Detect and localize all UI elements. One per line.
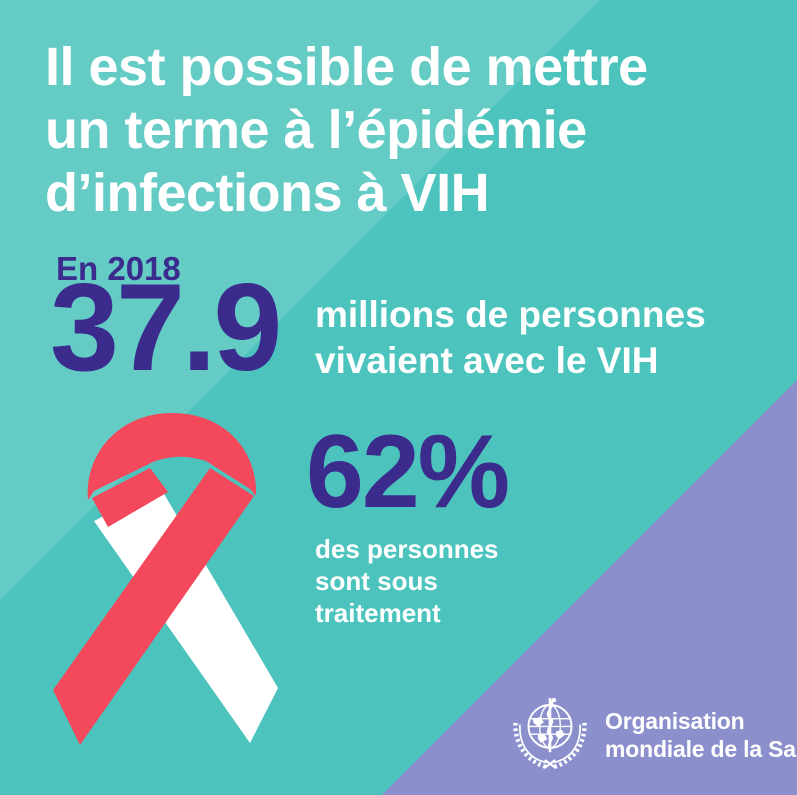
caption-line: millions de personnes <box>315 294 706 335</box>
who-emblem-icon <box>513 697 587 769</box>
ribbon-white-strand <box>94 487 278 743</box>
page-title-line-3: d’infections à VIH <box>45 163 490 223</box>
serpent-head <box>551 697 557 703</box>
awareness-ribbon-icon <box>53 413 278 745</box>
page-title-line-2: un terme à l’épidémie <box>45 100 587 160</box>
caption-line: vivaient avec le VIH <box>315 340 659 381</box>
caption-line: sont sous <box>315 566 438 596</box>
who-org-name: Organisation mondiale de la Santé <box>605 707 797 763</box>
ribbon-red-wedge <box>92 468 168 527</box>
people-living-with-hiv-caption: millions de personnes vivaient avec le V… <box>315 292 706 384</box>
laurel-wreath <box>513 720 587 769</box>
people-living-with-hiv-value: 37.9 <box>50 259 282 397</box>
year-label: En 2018 <box>56 250 181 287</box>
caption-line: des personnes <box>315 534 499 564</box>
who-logo: Organisation mondiale de la Santé <box>506 692 797 778</box>
who-org-name-line-2: mondiale de la Santé <box>605 736 797 762</box>
ribbon-red-strand <box>53 468 254 745</box>
page-title-line-1: Il est possible de mettre <box>45 37 648 97</box>
asclepius-serpent <box>546 699 554 749</box>
treatment-percentage-caption: des personnes sont sous traitement <box>315 533 499 629</box>
page-title: Il est possible de mettre un terme à l’é… <box>45 36 785 225</box>
who-org-name-line-1: Organisation <box>605 708 745 734</box>
treatment-percentage-value: 62% <box>306 414 510 530</box>
caption-line: traitement <box>315 598 441 628</box>
ribbon-loop <box>87 413 257 500</box>
